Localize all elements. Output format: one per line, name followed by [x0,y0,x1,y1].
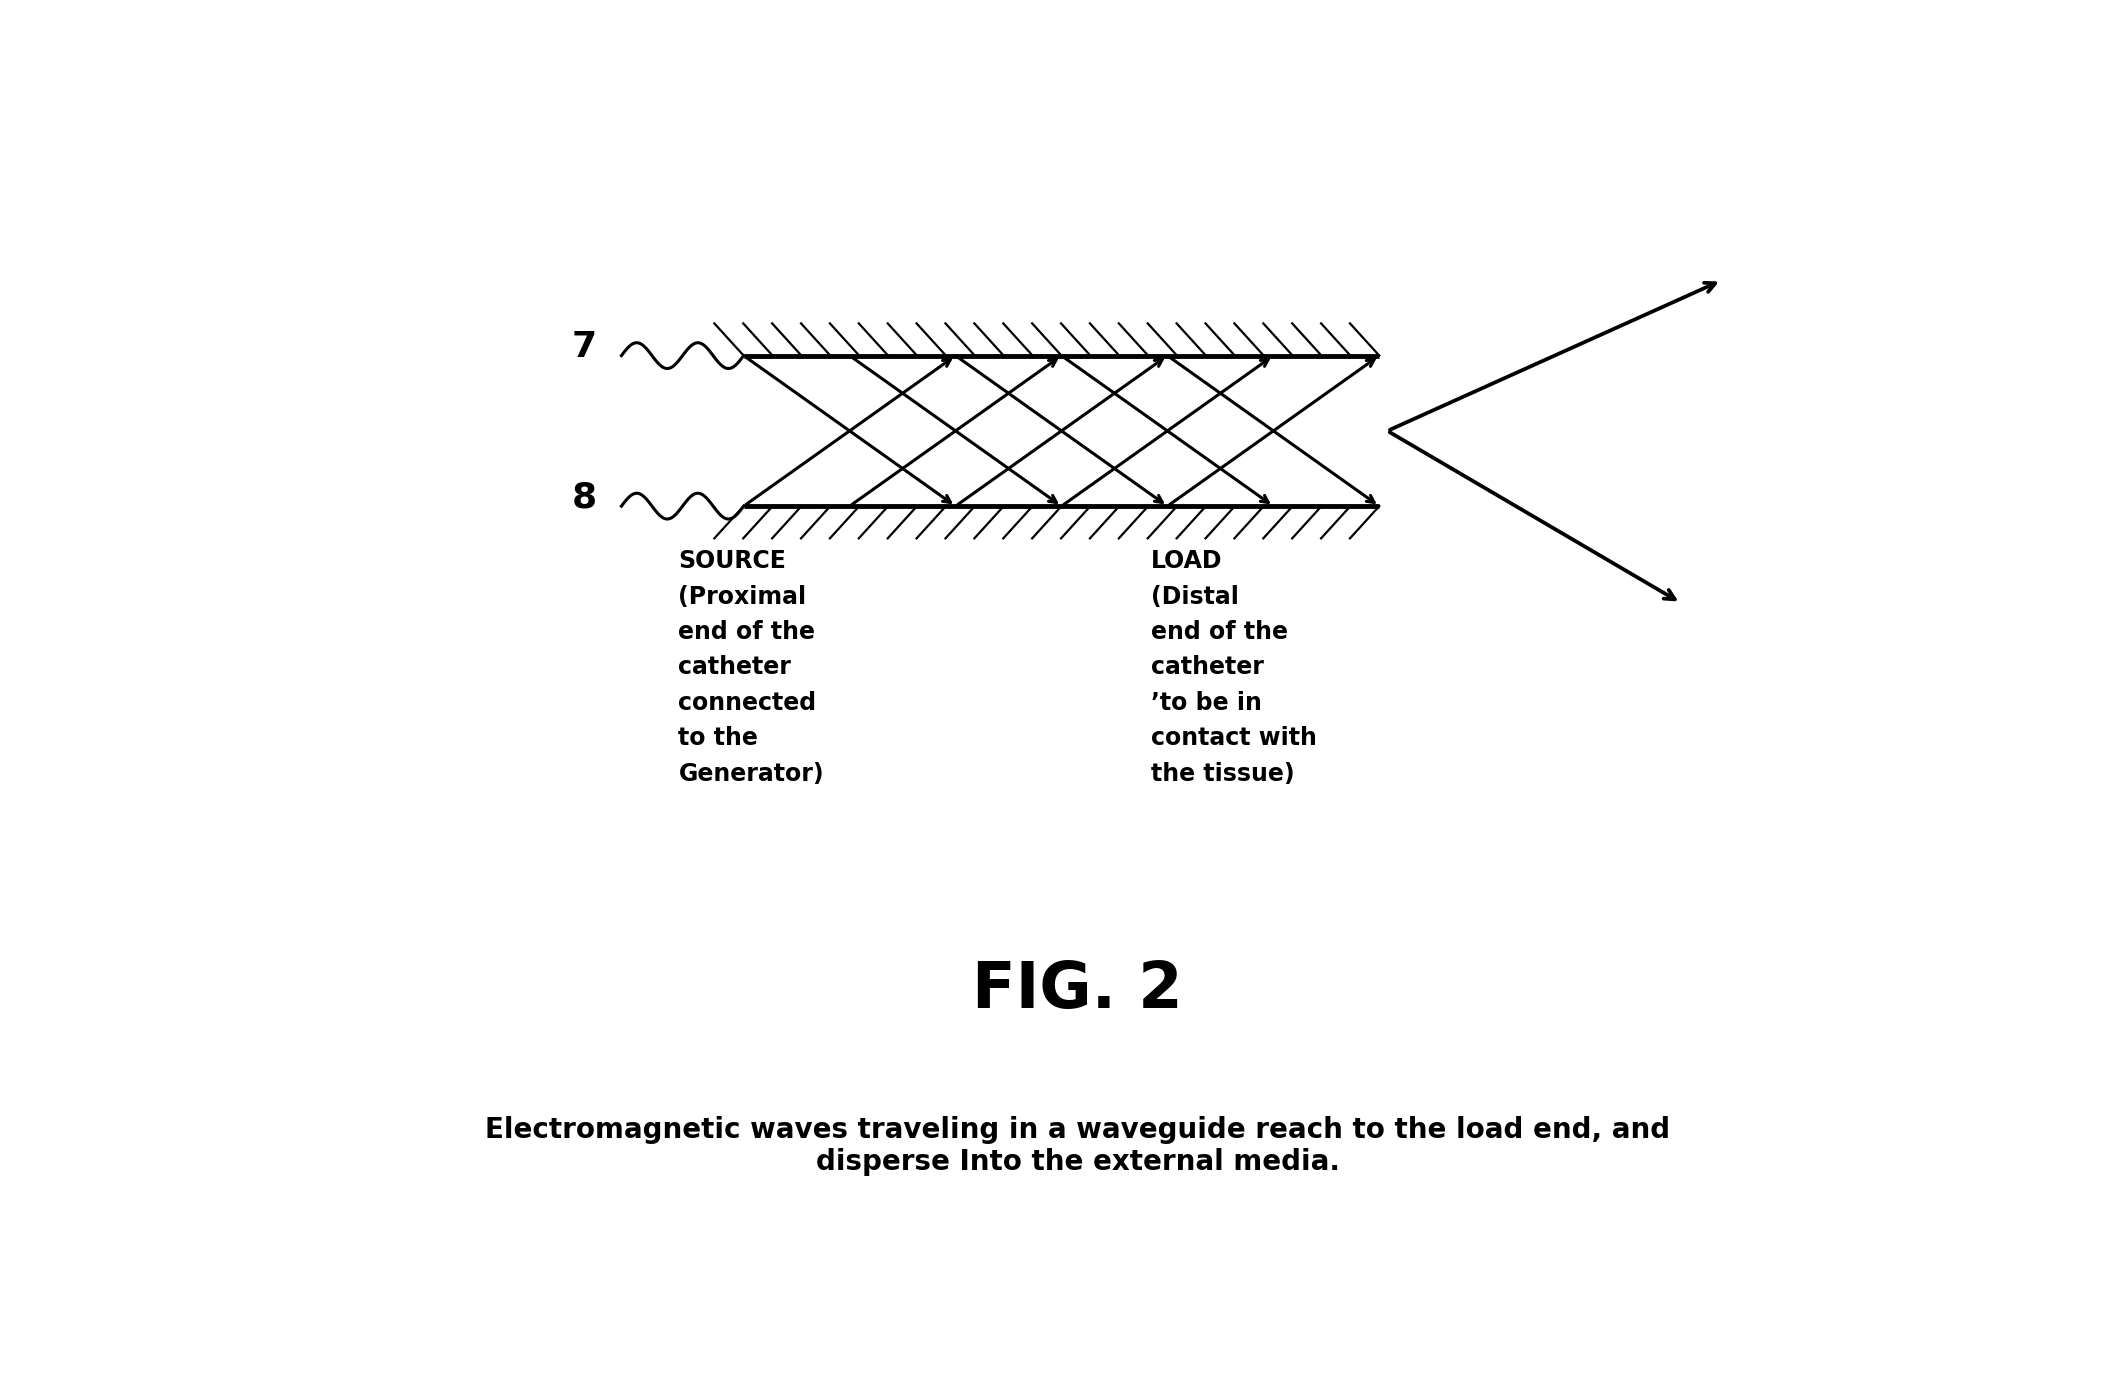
Text: 8: 8 [572,480,597,515]
Text: Electromagnetic waves traveling in a waveguide reach to the load end, and: Electromagnetic waves traveling in a wav… [486,1115,1670,1143]
Text: FIG. 2: FIG. 2 [972,959,1184,1020]
Text: 7: 7 [572,329,597,364]
Text: disperse Into the external media.: disperse Into the external media. [816,1148,1340,1175]
Text: LOAD
(Distal
end of the
catheter
’to be in
contact with
the tissue): LOAD (Distal end of the catheter ’to be … [1150,549,1316,786]
Text: SOURCE
(Proximal
end of the
catheter
connected
to the
Generator): SOURCE (Proximal end of the catheter con… [679,549,824,786]
